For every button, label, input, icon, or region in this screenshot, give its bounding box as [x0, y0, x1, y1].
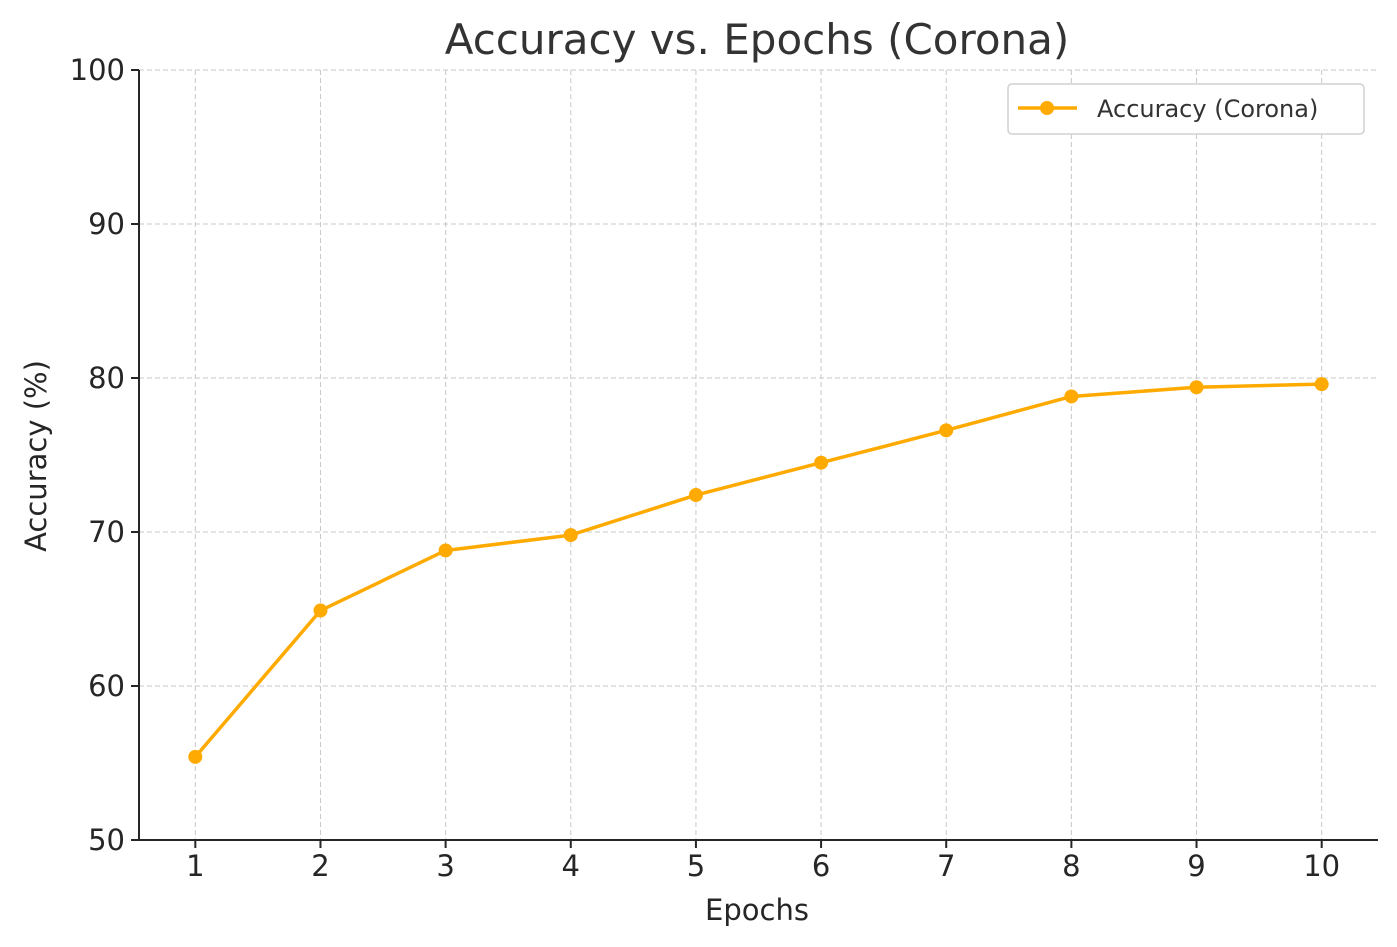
y-axis-ticks: 50 60 70 80 90 100 [70, 53, 139, 857]
data-point [188, 749, 203, 764]
y-tick-label: 60 [88, 669, 125, 703]
data-point [563, 528, 578, 543]
legend: Accuracy (Corona) [1007, 83, 1365, 135]
legend-label: Accuracy (Corona) [1097, 95, 1318, 123]
data-point [814, 455, 829, 470]
data-point [438, 543, 453, 558]
y-tick-label: 100 [70, 53, 125, 87]
x-axis-title: Epochs [705, 893, 809, 927]
x-tick-label: 10 [1303, 849, 1340, 883]
y-tick-label: 80 [88, 361, 125, 395]
series-line [193, 382, 1322, 758]
y-tick-label: 70 [88, 515, 125, 549]
y-axis-title: Accuracy (%) [19, 360, 53, 552]
legend-frame [1007, 83, 1365, 135]
axes [138, 70, 1378, 841]
data-point [1314, 377, 1329, 392]
y-tick-label: 90 [88, 207, 125, 241]
x-tick-label: 5 [687, 849, 705, 883]
x-tick-label: 6 [812, 849, 830, 883]
data-point [313, 603, 328, 618]
x-tick-label: 7 [937, 849, 955, 883]
x-tick-label: 3 [436, 849, 454, 883]
x-tick-label: 1 [186, 849, 204, 883]
data-point [1064, 389, 1079, 404]
series-accuracy-corona [188, 377, 1329, 764]
data-point [939, 423, 954, 438]
grid [139, 69, 1378, 840]
x-axis-ticks: 1 2 3 4 5 6 7 8 9 10 [186, 840, 1340, 883]
x-tick-label: 9 [1187, 849, 1205, 883]
x-tick-label: 2 [311, 849, 329, 883]
chart-title: Accuracy vs. Epochs (Corona) [445, 15, 1070, 64]
series-layer [188, 377, 1329, 764]
legend-marker-swatch [1040, 101, 1054, 115]
x-tick-label: 4 [562, 849, 580, 883]
x-tick-label: 8 [1062, 849, 1080, 883]
data-point [688, 488, 703, 503]
data-point [1189, 380, 1204, 395]
y-tick-label: 50 [88, 823, 125, 857]
